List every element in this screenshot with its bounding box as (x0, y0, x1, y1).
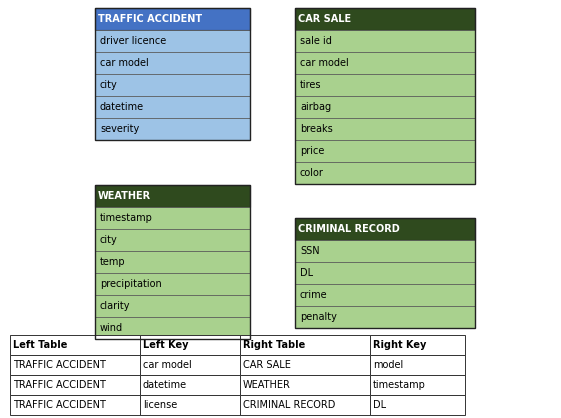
Bar (295, 96, 475, 118)
Text: datetime: datetime (143, 380, 187, 390)
Text: Right Table: Right Table (243, 340, 305, 350)
Bar (95, 251, 250, 273)
Bar (10, 375, 140, 395)
Bar (295, 74, 475, 96)
Bar (95, 96, 250, 118)
Text: license: license (143, 400, 177, 410)
Bar (295, 140, 475, 162)
Text: WEATHER: WEATHER (243, 380, 291, 390)
Bar (95, 229, 250, 251)
Bar (140, 375, 240, 395)
Text: price: price (300, 146, 324, 156)
Text: CAR SALE: CAR SALE (298, 14, 351, 24)
Bar (295, 284, 475, 306)
Bar (95, 207, 250, 229)
Text: crime: crime (300, 290, 328, 300)
Text: DL: DL (373, 400, 386, 410)
Text: driver licence: driver licence (100, 36, 166, 46)
Bar (295, 162, 475, 184)
Bar (295, 240, 475, 262)
Bar (140, 395, 240, 415)
Bar (295, 30, 475, 52)
Bar (240, 375, 370, 395)
Text: timestamp: timestamp (373, 380, 426, 390)
Bar (95, 317, 250, 339)
Bar (295, 306, 475, 328)
Text: CAR SALE: CAR SALE (243, 360, 291, 370)
Bar (240, 355, 370, 375)
Bar (95, 52, 250, 74)
Text: CRIMINAL RECORD: CRIMINAL RECORD (298, 224, 400, 234)
Text: DL: DL (300, 268, 313, 278)
Bar (95, 8, 250, 140)
Bar (370, 335, 465, 355)
Text: temp: temp (100, 257, 126, 267)
Text: TRAFFIC ACCIDENT: TRAFFIC ACCIDENT (13, 380, 106, 390)
Text: datetime: datetime (100, 102, 144, 112)
Text: city: city (100, 80, 118, 90)
Bar (295, 218, 475, 328)
Text: TRAFFIC ACCIDENT: TRAFFIC ACCIDENT (13, 360, 106, 370)
Bar (370, 375, 465, 395)
Text: car model: car model (100, 58, 149, 68)
Bar (95, 118, 250, 140)
Bar (10, 355, 140, 375)
Text: Right Key: Right Key (373, 340, 426, 350)
Text: precipitation: precipitation (100, 279, 162, 289)
Text: city: city (100, 235, 118, 245)
Text: TRAFFIC ACCIDENT: TRAFFIC ACCIDENT (13, 400, 106, 410)
Bar (295, 118, 475, 140)
Text: model: model (373, 360, 403, 370)
Bar (295, 8, 475, 184)
Text: severity: severity (100, 124, 139, 134)
Text: timestamp: timestamp (100, 213, 153, 223)
Text: clarity: clarity (100, 301, 131, 311)
Text: tires: tires (300, 80, 321, 90)
Bar (95, 8, 250, 30)
Text: airbag: airbag (300, 102, 331, 112)
Bar (95, 185, 250, 339)
Bar (295, 8, 475, 30)
Bar (240, 335, 370, 355)
Text: car model: car model (143, 360, 192, 370)
Bar (95, 295, 250, 317)
Bar (95, 74, 250, 96)
Bar (10, 395, 140, 415)
Text: wind: wind (100, 323, 123, 333)
Text: TRAFFIC ACCIDENT: TRAFFIC ACCIDENT (98, 14, 202, 24)
Text: penalty: penalty (300, 312, 337, 322)
Bar (95, 185, 250, 207)
Bar (295, 52, 475, 74)
Text: WEATHER: WEATHER (98, 191, 151, 201)
Text: Left Key: Left Key (143, 340, 188, 350)
Text: Left Table: Left Table (13, 340, 67, 350)
Bar (140, 335, 240, 355)
Bar (95, 30, 250, 52)
Text: CRIMINAL RECORD: CRIMINAL RECORD (243, 400, 335, 410)
Text: SSN: SSN (300, 246, 320, 256)
Bar (370, 355, 465, 375)
Bar (240, 395, 370, 415)
Bar (140, 355, 240, 375)
Text: sale id: sale id (300, 36, 332, 46)
Text: color: color (300, 168, 324, 178)
Text: car model: car model (300, 58, 349, 68)
Bar (95, 273, 250, 295)
Bar (10, 335, 140, 355)
Bar (295, 262, 475, 284)
Bar (295, 218, 475, 240)
Bar (370, 395, 465, 415)
Text: breaks: breaks (300, 124, 333, 134)
